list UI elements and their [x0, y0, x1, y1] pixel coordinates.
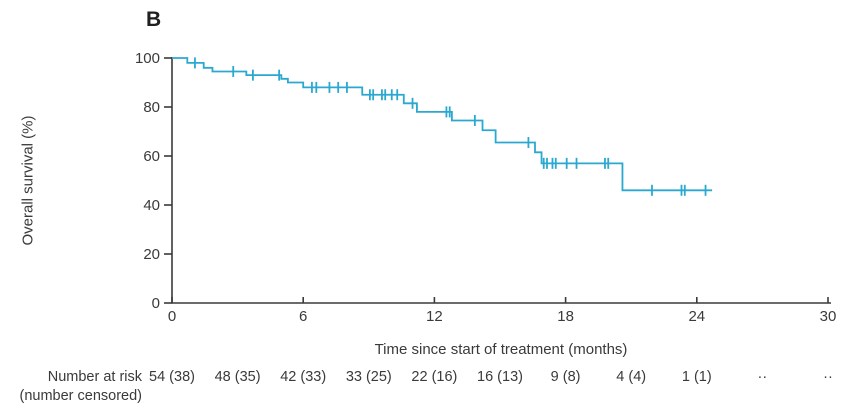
x-tick-label: 24 — [688, 308, 705, 325]
y-tick-label: 100 — [135, 50, 160, 67]
risk-table-label-censored: (number censored) — [19, 388, 143, 404]
risk-value: ·· — [757, 369, 768, 385]
risk-value: 22 (16) — [411, 369, 458, 385]
y-tick-label: 80 — [143, 99, 160, 116]
x-tick-label: 18 — [557, 308, 574, 325]
risk-table-label: Number at risk — [47, 369, 142, 385]
x-axis-title: Time since start of treatment (months) — [374, 341, 628, 358]
x-tick-label: 0 — [168, 308, 176, 325]
risk-value: ·· — [823, 369, 833, 385]
y-tick-label: 60 — [143, 148, 160, 165]
x-tick-label: 30 — [820, 308, 837, 325]
risk-value: 16 (13) — [477, 369, 523, 385]
risk-value: 54 (38) — [149, 369, 195, 385]
risk-value: 33 (25) — [345, 369, 392, 385]
risk-value: 1 (1) — [681, 369, 712, 385]
x-tick-label: 6 — [299, 308, 307, 325]
y-tick-label: 40 — [143, 197, 160, 214]
risk-value: 48 (35) — [214, 369, 261, 385]
risk-value: 42 (33) — [280, 369, 327, 385]
y-tick-label: 20 — [143, 246, 160, 263]
y-tick-label: 0 — [152, 295, 160, 312]
risk-value: 4 (4) — [616, 369, 647, 385]
number-at-risk-row: 54 (38) 48 (35) 42 (33) 33 (25) 22 (16) 16 (1… — [0, 369, 854, 389]
x-tick-label: 12 — [426, 308, 443, 325]
risk-value: 9 (8) — [550, 369, 581, 385]
survival-curve — [172, 57, 713, 192]
panel-label: B — [146, 8, 162, 31]
